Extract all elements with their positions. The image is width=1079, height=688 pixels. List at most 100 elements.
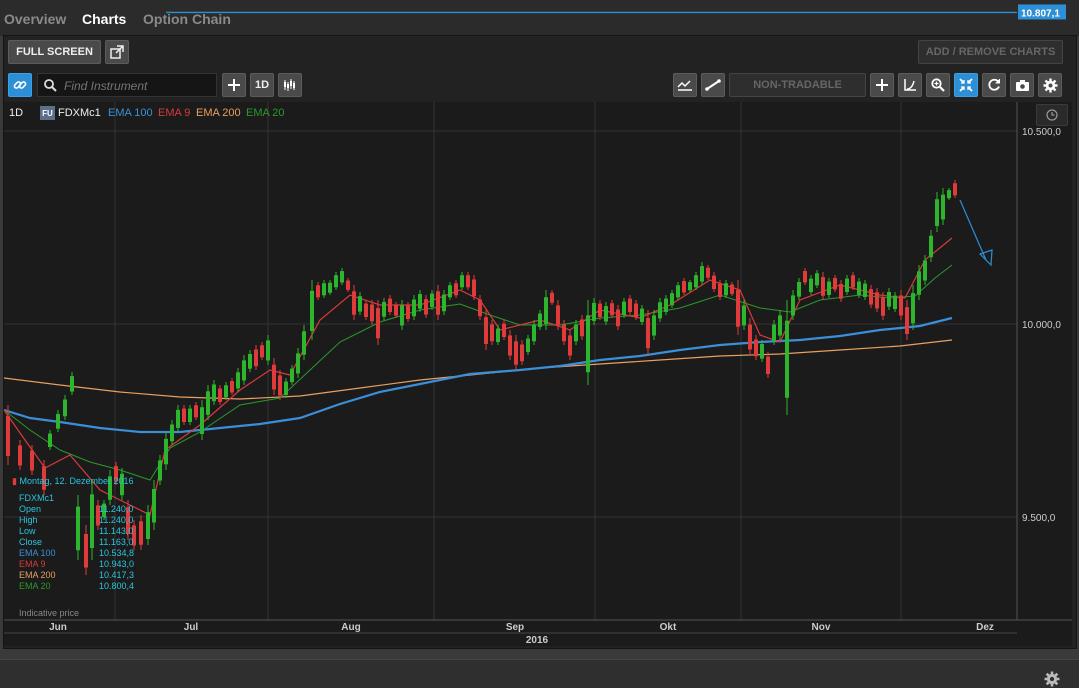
popout-button[interactable] [105, 40, 129, 64]
refresh-button[interactable] [982, 73, 1006, 97]
clock-icon [1046, 109, 1058, 121]
ema-lines [3, 237, 953, 516]
chart-area[interactable] [4, 102, 1072, 646]
candle-body [200, 407, 204, 434]
candle-body [346, 280, 350, 290]
candle-body [941, 194, 945, 220]
candle-body [502, 323, 506, 337]
legend-instrument[interactable]: FDXMc1 [58, 107, 101, 119]
interval-button[interactable]: 1D [250, 73, 274, 97]
search-icon [44, 79, 57, 92]
candle-body [688, 282, 692, 291]
indicators-button[interactable] [673, 73, 697, 97]
candle-body [712, 275, 716, 289]
candle-body [748, 324, 752, 350]
ema100-line [3, 316, 953, 434]
info-row-label: Open [19, 504, 42, 514]
x-month-label: Sep [506, 622, 524, 633]
candle-body [514, 341, 518, 365]
gear-icon[interactable] [1044, 671, 1060, 687]
candle-body [809, 278, 813, 292]
crosshair-button[interactable] [870, 73, 894, 97]
candle-body [490, 324, 494, 342]
candle-body [887, 291, 891, 307]
draw-line-button[interactable] [701, 73, 725, 97]
info-row-value: 10.534,8 [99, 548, 135, 558]
candle-body [833, 278, 837, 290]
candle-body [562, 324, 566, 342]
full-screen-button[interactable]: FULL SCREEN [8, 40, 101, 64]
info-row-label: Low [19, 526, 36, 536]
search-input[interactable] [62, 77, 216, 95]
snapshot-button[interactable] [1010, 73, 1034, 97]
legend-ema9[interactable]: EMA 9 [158, 107, 191, 119]
candle-body [126, 507, 130, 534]
add-remove-charts-button[interactable]: ADD / REMOVE CHARTS [918, 40, 1063, 64]
plus-icon [228, 79, 240, 91]
legend-ema100[interactable]: EMA 100 [108, 107, 153, 119]
chart-grid [4, 102, 1017, 620]
candle-body [682, 281, 686, 293]
candle-body [278, 375, 282, 396]
gear-icon [1043, 78, 1057, 92]
info-date: ▮ Montag, 12. Dezember 2016 [12, 476, 134, 486]
candle-body [120, 473, 124, 496]
candle-body [917, 271, 921, 295]
x-month-label: Dez [976, 622, 994, 633]
settings-button[interactable] [1038, 73, 1062, 97]
candle-body [316, 285, 320, 298]
zoom-button[interactable] [926, 73, 950, 97]
legend-ema200[interactable]: EMA 200 [196, 107, 241, 119]
candle-body [310, 290, 314, 331]
tab-overview[interactable]: Overview [4, 11, 67, 27]
instrument-type-badge: FU [40, 106, 55, 120]
candle-body [406, 305, 410, 319]
link-button[interactable] [8, 73, 32, 97]
candle-body [296, 353, 300, 374]
candle-body [839, 283, 843, 299]
chart-type-button[interactable] [278, 73, 302, 97]
candle-body [628, 298, 632, 312]
candle-body [176, 409, 180, 428]
candle-body [230, 381, 234, 393]
candle-body [754, 339, 758, 357]
x-month-label: Okt [660, 622, 677, 633]
y-tick-label: 10.000,0 [1022, 320, 1061, 331]
candlestick-icon [284, 79, 295, 91]
legend-ema20[interactable]: EMA 20 [246, 107, 285, 119]
candle-body [328, 282, 332, 293]
candle-body [56, 413, 60, 429]
candle-body [953, 183, 957, 196]
info-row-value: 10.943,0 [99, 559, 135, 569]
candle-body [700, 266, 704, 282]
candle-body [772, 324, 776, 342]
fit-button[interactable] [954, 73, 978, 97]
candle-body [592, 302, 596, 321]
candle-body [272, 364, 276, 390]
curve-tool-button[interactable] [898, 73, 922, 97]
candle-body [929, 235, 933, 258]
candle-body [472, 279, 476, 297]
candle-body [851, 275, 855, 288]
link-icon [13, 81, 27, 89]
candle-body [730, 284, 734, 294]
camera-icon [1015, 79, 1029, 91]
candle-body [778, 315, 782, 336]
candle-body [676, 285, 680, 298]
candle-body [96, 505, 100, 526]
time-button[interactable] [1036, 104, 1068, 126]
candle-body [242, 360, 246, 381]
tab-option-chain[interactable]: Option Chain [143, 11, 231, 27]
candle-body [905, 307, 909, 334]
candle-body [785, 320, 789, 398]
tab-charts[interactable]: Charts [82, 11, 127, 27]
candle-body [863, 283, 867, 297]
add-button[interactable] [222, 73, 246, 97]
candle-body [30, 450, 34, 471]
candle-body [520, 344, 524, 362]
candle-body [827, 281, 831, 295]
candle-body [670, 293, 674, 306]
candle-body [170, 424, 174, 442]
candle-body [622, 301, 626, 315]
